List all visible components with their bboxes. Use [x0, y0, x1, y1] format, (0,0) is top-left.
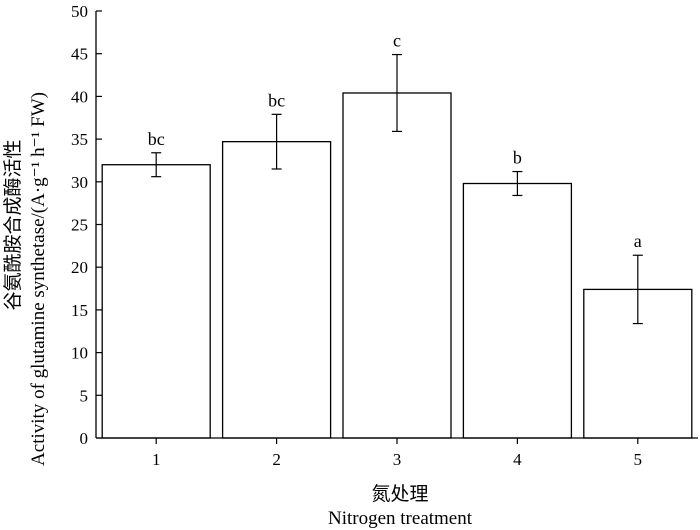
plot-area: bc bc c b a: [101, 31, 693, 439]
y-tick-label: 10: [71, 344, 88, 363]
y-tick-label: 35: [71, 130, 88, 149]
bar: [342, 92, 452, 439]
significance-label: bc: [148, 129, 165, 149]
significance-label: b: [513, 148, 522, 168]
y-axis-title-zh: 谷氨酰胺合成酶活性: [2, 139, 24, 310]
x-tick-label: 3: [393, 450, 402, 469]
significance-label: bc: [268, 90, 285, 110]
x-tick-label: 4: [513, 450, 522, 469]
y-tick-label: 45: [71, 45, 88, 64]
x-tick-label: 1: [152, 450, 161, 469]
x-tick-label: 2: [272, 450, 281, 469]
bar: [462, 182, 573, 439]
x-axis-title-zh: 氮处理: [371, 483, 428, 505]
bar: [101, 164, 211, 439]
y-tick-label: 15: [71, 301, 88, 320]
x-axis-title-en: Nitrogen treatment: [328, 508, 473, 529]
y-tick-label: 30: [71, 173, 88, 192]
significance-label: a: [634, 231, 642, 251]
y-tick-label: 0: [80, 429, 89, 448]
y-tick-label: 20: [71, 258, 88, 277]
significance-label: c: [393, 31, 401, 51]
x-tick-label: 5: [634, 450, 643, 469]
y-tick-label: 50: [71, 2, 88, 21]
y-tick-label: 5: [80, 386, 89, 405]
y-tick-label: 40: [71, 87, 88, 106]
y-axis-title-en: Activity of glutamine synthetase/(A·g⁻¹ …: [28, 92, 49, 466]
bar: [221, 141, 332, 439]
y-tick-label: 25: [71, 216, 88, 235]
